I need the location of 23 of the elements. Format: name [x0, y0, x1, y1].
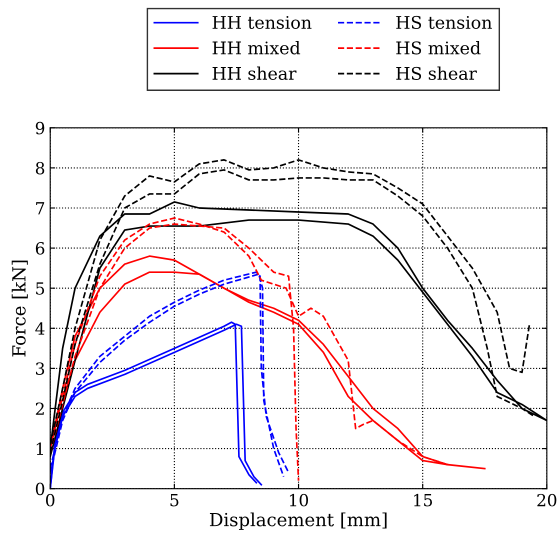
x-tick-label: 10 [290, 494, 308, 506]
y-tick-label: 3 [36, 362, 44, 375]
y-tick-label: 4 [35, 322, 45, 335]
y-tick-label: 8 [36, 162, 44, 174]
legend-label: HH shear [212, 66, 296, 80]
y-tick-label: 1 [36, 442, 43, 455]
legend-label: HS shear [396, 66, 477, 80]
y-tick-label: 5 [36, 282, 44, 295]
y-tick-label: 7 [36, 202, 44, 214]
x-axis-title: Displacement [mm] [210, 512, 387, 530]
y-axis-title: Force [kN] [12, 260, 28, 356]
legend-label: HS tension [396, 16, 492, 29]
y-tick-label: 2 [36, 402, 44, 415]
legend-label: HH mixed [212, 41, 300, 54]
x-tick-label: 0 [46, 494, 54, 506]
x-tick-label: 5 [170, 494, 178, 506]
y-tick-label: 9 [36, 122, 44, 134]
legend-label: HS mixed [396, 41, 481, 54]
y-tick-label: 0 [36, 482, 44, 496]
legend-label: HH tension [212, 16, 312, 29]
x-tick-label: 20 [537, 494, 556, 506]
x-tick-label: 15 [414, 494, 432, 506]
y-tick-label: 6 [36, 242, 44, 255]
